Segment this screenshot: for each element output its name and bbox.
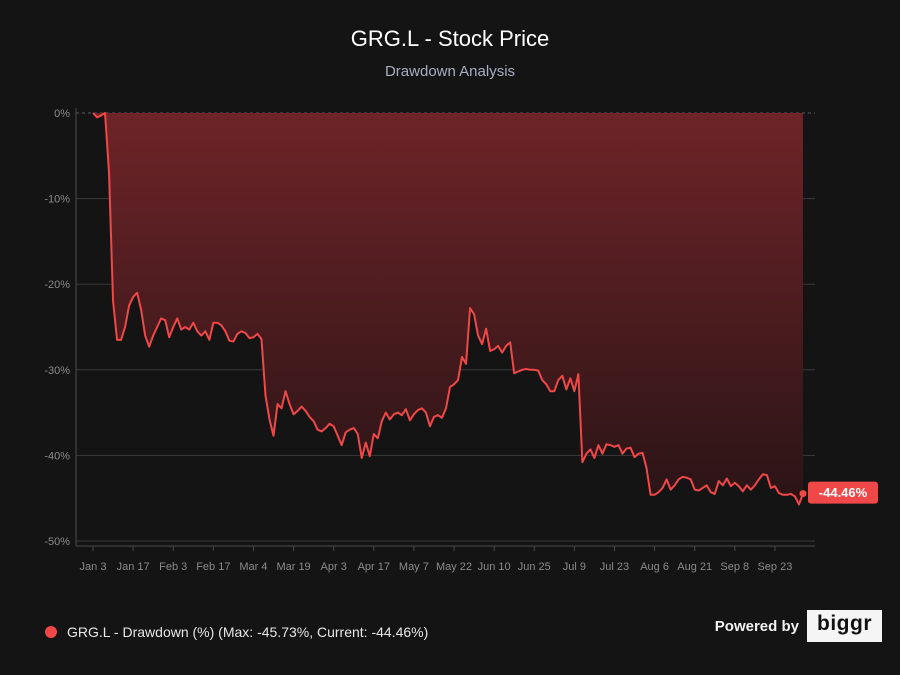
y-tick-label: -50% <box>44 536 70 548</box>
y-tick-label: -30% <box>44 365 70 377</box>
x-tick-label: Jan 17 <box>117 561 150 573</box>
x-tick-label: Feb 17 <box>196 561 230 573</box>
x-tick-label: Jan 3 <box>80 561 107 573</box>
powered-by: Powered by biggr <box>715 610 882 642</box>
x-tick-label: Mar 4 <box>239 561 267 573</box>
x-tick-label: Mar 19 <box>276 561 310 573</box>
x-tick-label: Jul 9 <box>563 561 586 573</box>
legend[interactable]: GRG.L - Drawdown (%) (Max: -45.73%, Curr… <box>45 624 428 640</box>
current-value-badge <box>808 481 878 504</box>
current-value-label: -44.46% <box>819 485 868 500</box>
brand-logo: biggr <box>807 610 882 642</box>
x-tick-label: Aug 6 <box>640 561 669 573</box>
x-tick-label: May 22 <box>436 561 472 573</box>
x-tick-label: Sep 23 <box>757 561 792 573</box>
y-tick-label: -40% <box>44 450 70 462</box>
chart-subtitle: Drawdown Analysis <box>384 63 516 80</box>
current-point[interactable] <box>799 490 807 498</box>
y-tick-label: -20% <box>44 279 70 291</box>
powered-by-text: Powered by <box>714 617 799 635</box>
legend-swatch-icon <box>45 626 57 638</box>
drawdown-line[interactable] <box>92 112 804 506</box>
drawdown-area <box>93 113 803 505</box>
x-tick-label: Apr 3 <box>321 561 347 573</box>
x-tick-label: Jun 25 <box>518 561 551 573</box>
y-tick-label: -10% <box>44 194 70 206</box>
x-tick-label: Feb 3 <box>159 561 187 573</box>
x-tick-label: Jul 23 <box>600 561 629 573</box>
legend-label: GRG.L - Drawdown (%) (Max: -45.73%, Curr… <box>67 624 429 640</box>
chart-title: GRG.L - Stock Price <box>350 26 550 51</box>
x-tick-label: Jun 10 <box>478 561 511 573</box>
x-tick-label: Aug 21 <box>677 561 712 573</box>
x-tick-label: May 7 <box>399 561 429 573</box>
y-tick-label: 0% <box>54 108 70 120</box>
x-tick-label: Apr 17 <box>358 561 390 573</box>
x-tick-label: Sep 8 <box>720 561 749 573</box>
